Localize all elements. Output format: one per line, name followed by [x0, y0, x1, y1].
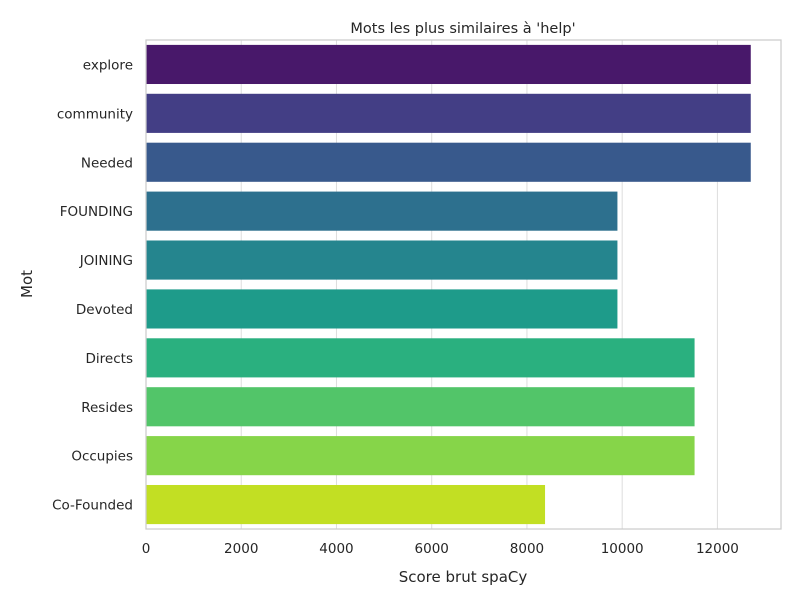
x-tick-label: 6000 — [415, 541, 449, 557]
x-axis-label: Score brut spaCy — [399, 568, 528, 586]
y-tick-label: JOINING — [79, 253, 133, 269]
y-tick-label: community — [57, 106, 133, 122]
x-tick-labels: 0 2000 4000 6000 8000 10000 12000 — [142, 541, 739, 557]
y-tick-label: explore — [83, 57, 133, 73]
x-tick-label: 4000 — [319, 541, 353, 557]
bars — [146, 44, 751, 525]
x-tick-label: 12000 — [696, 541, 739, 557]
bar-devoted — [146, 289, 618, 329]
bar-resides — [146, 387, 695, 427]
y-axis-label: Mot — [18, 270, 36, 298]
plot-frame — [145, 39, 782, 530]
y-tick-labels: explore community Needed FOUNDING JOINING Dev… — [52, 57, 133, 513]
y-tick-label: Directs — [86, 351, 133, 367]
bar-joining — [146, 240, 618, 280]
bar-explore — [146, 44, 751, 85]
chart-title: Mots les plus similaires à 'help' — [350, 21, 575, 37]
bar-occupies — [146, 436, 695, 476]
bar-co-founded — [146, 484, 546, 525]
bar-needed — [146, 142, 751, 182]
y-tick-label: Needed — [81, 155, 133, 171]
y-tick-label: FOUNDING — [60, 204, 133, 220]
bar-directs — [146, 338, 695, 378]
x-tick-label: 2000 — [224, 541, 258, 557]
bar-founding — [146, 191, 618, 231]
y-tick-label: Co-Founded — [52, 498, 133, 514]
y-tick-label: Occupies — [71, 449, 133, 465]
x-tick-label: 0 — [142, 541, 151, 557]
bar-community — [146, 93, 751, 133]
x-tick-label: 8000 — [510, 541, 544, 557]
y-tick-label: Devoted — [76, 302, 133, 318]
x-tick-label: 10000 — [601, 541, 644, 557]
y-tick-label: Resides — [81, 400, 133, 416]
